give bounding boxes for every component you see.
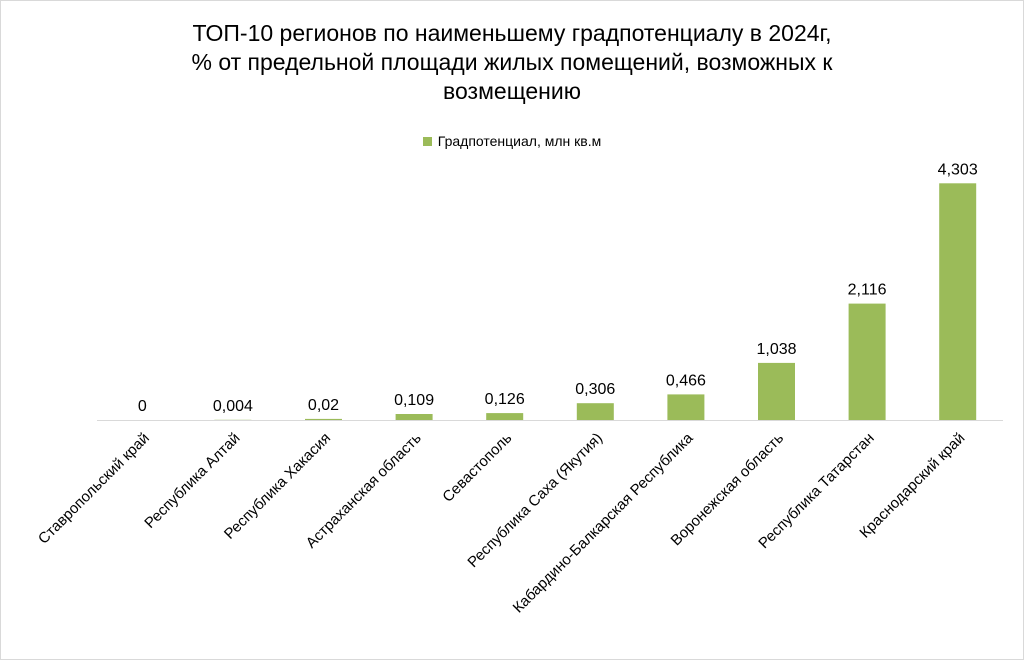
- bar-value-label-3: 0,02: [308, 397, 339, 414]
- bars-layer: [214, 183, 977, 420]
- bar-7: [667, 394, 705, 420]
- bar-9: [848, 303, 886, 420]
- bar-value-label-1: 0: [138, 398, 147, 415]
- chart-title-line-3: возмещению: [443, 78, 581, 104]
- chart-legend: Градпотенциал, млн кв.м: [1, 132, 1023, 150]
- bar-value-label-5: 0,126: [485, 391, 525, 408]
- category-label-1: Ставропольский край: [35, 430, 153, 548]
- bar-value-label-10: 4,303: [938, 161, 978, 178]
- bar-3: [305, 418, 342, 420]
- legend-swatch: [422, 137, 432, 146]
- bar-value-label-2: 0,004: [213, 398, 253, 415]
- chart-title-line-2: % от предельной площади жилых помещений,…: [191, 49, 833, 75]
- bar-value-label-6: 0,306: [575, 381, 615, 398]
- chart-title-line-1: ТОП-10 регионов по наименьшему градпотен…: [192, 20, 832, 46]
- bar-value-label-9: 2,116: [848, 282, 887, 299]
- bar-5: [486, 413, 524, 420]
- bar-8: [758, 362, 795, 420]
- bar-value-label-4: 0,109: [394, 392, 434, 409]
- bar-10: [939, 183, 977, 420]
- category-label-10: Краснодарский край: [856, 430, 968, 542]
- category-label-5: Севастополь: [439, 429, 515, 505]
- legend-label: Градпотенциал, млн кв.м: [437, 133, 602, 149]
- chart-title: ТОП-10 регионов по наименьшему градпотен…: [1, 19, 1023, 106]
- bar-value-label-7: 0,466: [666, 372, 706, 389]
- bar-value-label-8: 1,038: [756, 341, 796, 358]
- category-label-7: Кабардино-Балкарская Республика: [510, 429, 697, 616]
- value-labels-layer: 0 0,004 0,02 0,109 0,126 0,306 0,466 1,038 2,116…: [138, 161, 978, 415]
- bar-6: [576, 403, 614, 420]
- category-label-2: Республика Алтай: [141, 430, 243, 532]
- bar-4: [395, 414, 433, 420]
